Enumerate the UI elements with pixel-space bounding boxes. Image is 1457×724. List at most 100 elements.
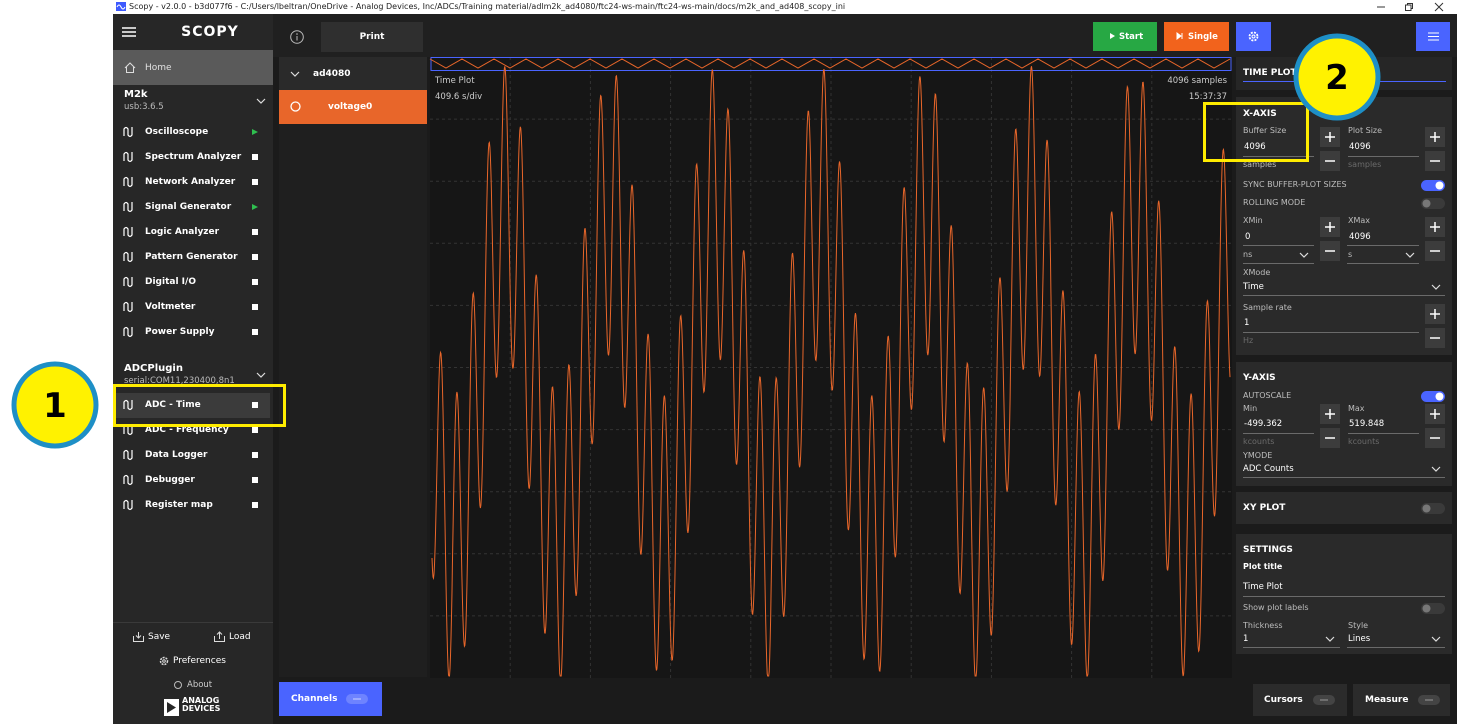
single-icon — [1176, 32, 1183, 40]
field-label: YMODE — [1243, 451, 1273, 460]
tool-name: Pattern Generator — [145, 252, 238, 262]
single-label: Single — [1188, 32, 1218, 42]
input-underline — [1347, 245, 1419, 246]
stop-indicator — [252, 254, 258, 260]
toggle-switch[interactable] — [1421, 503, 1445, 514]
restore-button[interactable] — [1405, 3, 1413, 11]
print-label: Print — [359, 32, 385, 42]
thickness-dropdown[interactable]: 1 — [1243, 634, 1249, 644]
increment-button[interactable] — [1425, 127, 1445, 147]
tool-icon — [123, 126, 133, 137]
field-unit: samples — [1348, 160, 1382, 169]
unit-dropdown[interactable]: ns — [1243, 250, 1253, 259]
info-button[interactable] — [290, 30, 304, 44]
ymode-dropdown[interactable]: ADC Counts — [1243, 464, 1294, 474]
dropdown-arrow[interactable] — [1405, 252, 1415, 258]
home-row[interactable] — [113, 50, 273, 85]
dropdown-arrow[interactable] — [1299, 252, 1309, 258]
style-dropdown[interactable]: Lines — [1348, 634, 1371, 644]
tool-icon — [123, 176, 133, 187]
decrement-button[interactable] — [1425, 241, 1445, 261]
section-heading: Y-AXIS — [1243, 373, 1276, 383]
collapse-arrow[interactable] — [256, 98, 266, 104]
dropdown-arrow[interactable] — [1325, 636, 1335, 642]
toggle-switch[interactable] — [1421, 180, 1445, 191]
stop-indicator — [252, 452, 258, 459]
callout-number: 1 — [43, 386, 67, 426]
field-label: Thickness — [1243, 621, 1283, 630]
save-icon — [133, 632, 144, 642]
field-label: XMin — [1243, 216, 1263, 225]
decrement-button[interactable] — [1320, 151, 1340, 171]
tool-icon — [123, 151, 133, 162]
tool-icon — [123, 302, 133, 313]
tool-name: Digital I/O — [145, 277, 196, 288]
tool-name: Spectrum Analyzer — [145, 151, 242, 162]
close-button[interactable] — [1434, 2, 1444, 12]
menu-button[interactable] — [122, 27, 136, 37]
tool-name: ADC - Frequency — [145, 425, 229, 436]
field-value: 0 — [1245, 232, 1251, 242]
settings-button[interactable] — [1236, 22, 1271, 51]
input-underline — [1347, 263, 1419, 264]
increment-button[interactable] — [1320, 127, 1340, 147]
channel-row[interactable] — [279, 90, 427, 124]
stop-indicator — [252, 228, 258, 235]
minimize-button[interactable] — [1377, 6, 1385, 8]
start-label: Start — [1119, 32, 1144, 42]
tool-name: Logic Analyzer — [145, 226, 220, 237]
decrement-button[interactable] — [1320, 241, 1340, 261]
field-label: Sample rate — [1243, 303, 1292, 312]
collapse-arrow[interactable] — [290, 71, 300, 77]
decrement-button[interactable] — [1320, 428, 1340, 448]
tool-name: Debugger — [145, 475, 195, 486]
callout-number: 2 — [1325, 58, 1349, 98]
dropdown-arrow[interactable] — [1431, 466, 1441, 472]
toggle-switch[interactable] — [1421, 603, 1445, 614]
xmode-dropdown[interactable]: Time — [1243, 282, 1264, 292]
plot-settings-section — [1236, 534, 1452, 654]
input-underline — [1243, 477, 1445, 478]
tool-name: Data Logger — [145, 450, 208, 461]
print-button[interactable] — [321, 22, 423, 52]
tool-icon — [123, 399, 133, 411]
load-button[interactable]: Load — [229, 632, 251, 642]
field-value: 4096 — [1349, 142, 1371, 152]
preferences-button[interactable]: Preferences — [173, 656, 226, 666]
plot-title: Time Plot — [435, 76, 475, 86]
about-button[interactable]: About — [187, 680, 213, 690]
decrement-button[interactable] — [1425, 328, 1445, 348]
field-unit: kcounts — [1243, 437, 1275, 446]
single-button[interactable] — [1164, 22, 1229, 51]
section-heading: XY PLOT — [1243, 503, 1286, 513]
decrement-button[interactable] — [1425, 428, 1445, 448]
collapse-arrow[interactable] — [256, 372, 266, 378]
unit-dropdown[interactable]: s — [1348, 250, 1353, 259]
increment-button[interactable] — [1425, 217, 1445, 237]
increment-button[interactable] — [1425, 404, 1445, 424]
device-label: ad4080 — [313, 69, 351, 79]
toggle-switch[interactable] — [1421, 198, 1445, 209]
increment-button[interactable] — [1320, 404, 1340, 424]
increment-button[interactable] — [1425, 304, 1445, 324]
toggle-switch[interactable] — [1421, 391, 1445, 402]
dropdown-arrow[interactable] — [1431, 636, 1441, 642]
device-row[interactable] — [279, 57, 427, 90]
tool-icon — [123, 226, 133, 237]
sync-label: SYNC BUFFER-PLOT SIZES — [1243, 180, 1347, 189]
app-icon — [116, 2, 126, 11]
home-icon — [124, 62, 136, 73]
input-underline — [1243, 647, 1340, 648]
about-icon — [174, 681, 182, 689]
tool-icon — [123, 251, 133, 263]
stop-indicator — [252, 402, 258, 408]
decrement-button[interactable] — [1425, 151, 1445, 171]
logo: SCOPY — [181, 24, 239, 40]
start-button[interactable] — [1093, 22, 1157, 51]
increment-button[interactable] — [1320, 217, 1340, 237]
dropdown-arrow[interactable] — [1431, 284, 1441, 290]
title-bar — [0, 0, 1457, 14]
save-button[interactable]: Save — [148, 632, 171, 642]
stop-indicator — [252, 279, 258, 286]
field-value: 519.848 — [1349, 419, 1385, 429]
